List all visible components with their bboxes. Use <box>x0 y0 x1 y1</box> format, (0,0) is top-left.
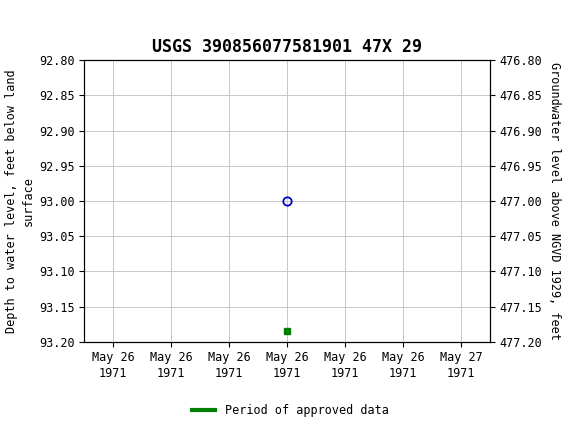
Title: USGS 390856077581901 47X 29: USGS 390856077581901 47X 29 <box>152 38 422 56</box>
Y-axis label: Depth to water level, feet below land
surface: Depth to water level, feet below land su… <box>5 69 35 333</box>
Y-axis label: Groundwater level above NGVD 1929, feet: Groundwater level above NGVD 1929, feet <box>548 62 561 340</box>
Text: ≡USGS: ≡USGS <box>6 13 64 32</box>
Legend: Period of approved data: Period of approved data <box>187 399 393 422</box>
